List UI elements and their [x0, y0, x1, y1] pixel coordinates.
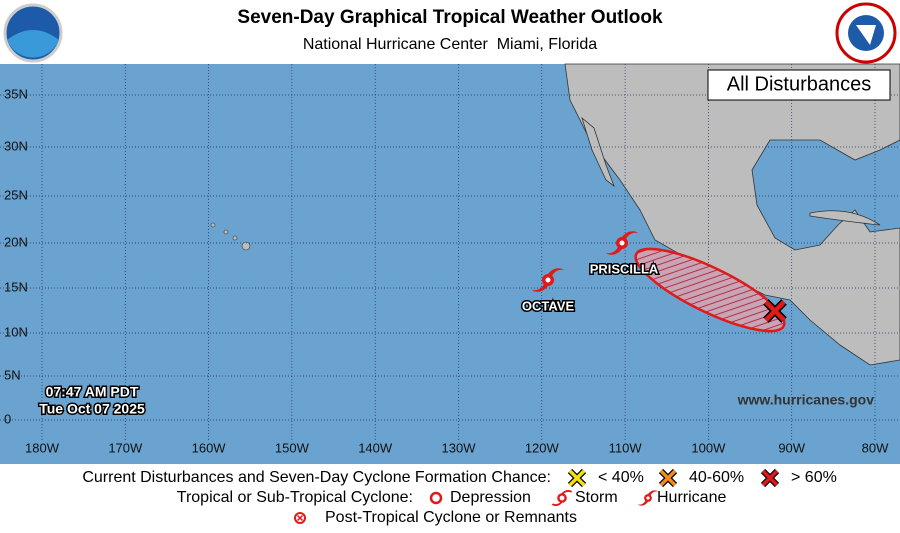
lon-label: 130W	[442, 440, 477, 455]
legend-item: Storm	[575, 489, 618, 506]
lon-label: 100W	[691, 440, 726, 455]
lat-label: 0	[4, 411, 11, 426]
title: Seven-Day Graphical Tropical Weather Out…	[237, 7, 663, 28]
lon-label: 160W	[192, 440, 227, 455]
legend-item: > 60%	[791, 469, 837, 486]
website: www.hurricanes.gov	[737, 392, 875, 408]
timestamp: Tue Oct 07 2025	[39, 401, 145, 417]
lat-label: 20N	[4, 234, 28, 249]
noaa-logo	[3, 3, 63, 63]
nws-logo	[835, 2, 897, 64]
legend-item: Post-Tropical Cyclone or Remnants	[325, 509, 577, 526]
lat-label: 15N	[4, 279, 28, 294]
subtitle: National Hurricane Center Miami, Florida	[303, 36, 597, 53]
storm-name: PRISCILLA	[590, 261, 659, 276]
lon-label: 170W	[108, 440, 143, 455]
panel-label-box	[707, 69, 891, 101]
lon-label: 140W	[358, 440, 393, 455]
lon-label: 80W	[862, 440, 889, 455]
legend-item: < 40%	[598, 469, 644, 486]
lat-label: 5N	[4, 367, 21, 382]
legend-icon	[429, 491, 443, 505]
panel-label: All Disturbances	[727, 73, 872, 95]
lon-label: 110W	[609, 440, 643, 455]
legend-item: 40-60%	[689, 469, 744, 486]
land	[564, 63, 900, 366]
legend-icon	[294, 512, 306, 524]
legend-label: Tropical or Sub-Tropical Cyclone:	[177, 489, 413, 506]
lat-label: 35N	[4, 86, 28, 101]
map: 35N 30N 25N 20N 15N 10N 5N 0 180W 170W 160W 150W 140…	[0, 63, 900, 464]
grid: 35N 30N 25N 20N 15N 10N 5N 0 180W 170W 160W 150W 140…	[0, 64, 900, 455]
lon-label: 120W	[525, 440, 560, 455]
lon-label: 180W	[25, 440, 60, 455]
cuba	[809, 210, 881, 226]
hawaii	[210, 222, 251, 251]
baja	[581, 116, 615, 188]
lat-label: 25N	[4, 187, 28, 202]
lat-label: 30N	[4, 138, 28, 153]
timestamp: 07:47 AM PDT	[46, 384, 139, 400]
legend: Current Disturbances and Seven-Day Cyclo…	[82, 469, 837, 526]
legend-label: Current Disturbances and Seven-Day Cyclo…	[82, 469, 551, 486]
legend-item: Depression	[450, 489, 531, 506]
legend-icon	[551, 490, 573, 506]
disturbance-area	[634, 247, 786, 333]
lat-label: 10N	[4, 324, 28, 339]
lon-label: 150W	[275, 440, 310, 455]
legend-item: Hurricane	[657, 489, 726, 506]
storm-name: OCTAVE	[522, 298, 575, 313]
lon-label: 90W	[778, 440, 805, 455]
